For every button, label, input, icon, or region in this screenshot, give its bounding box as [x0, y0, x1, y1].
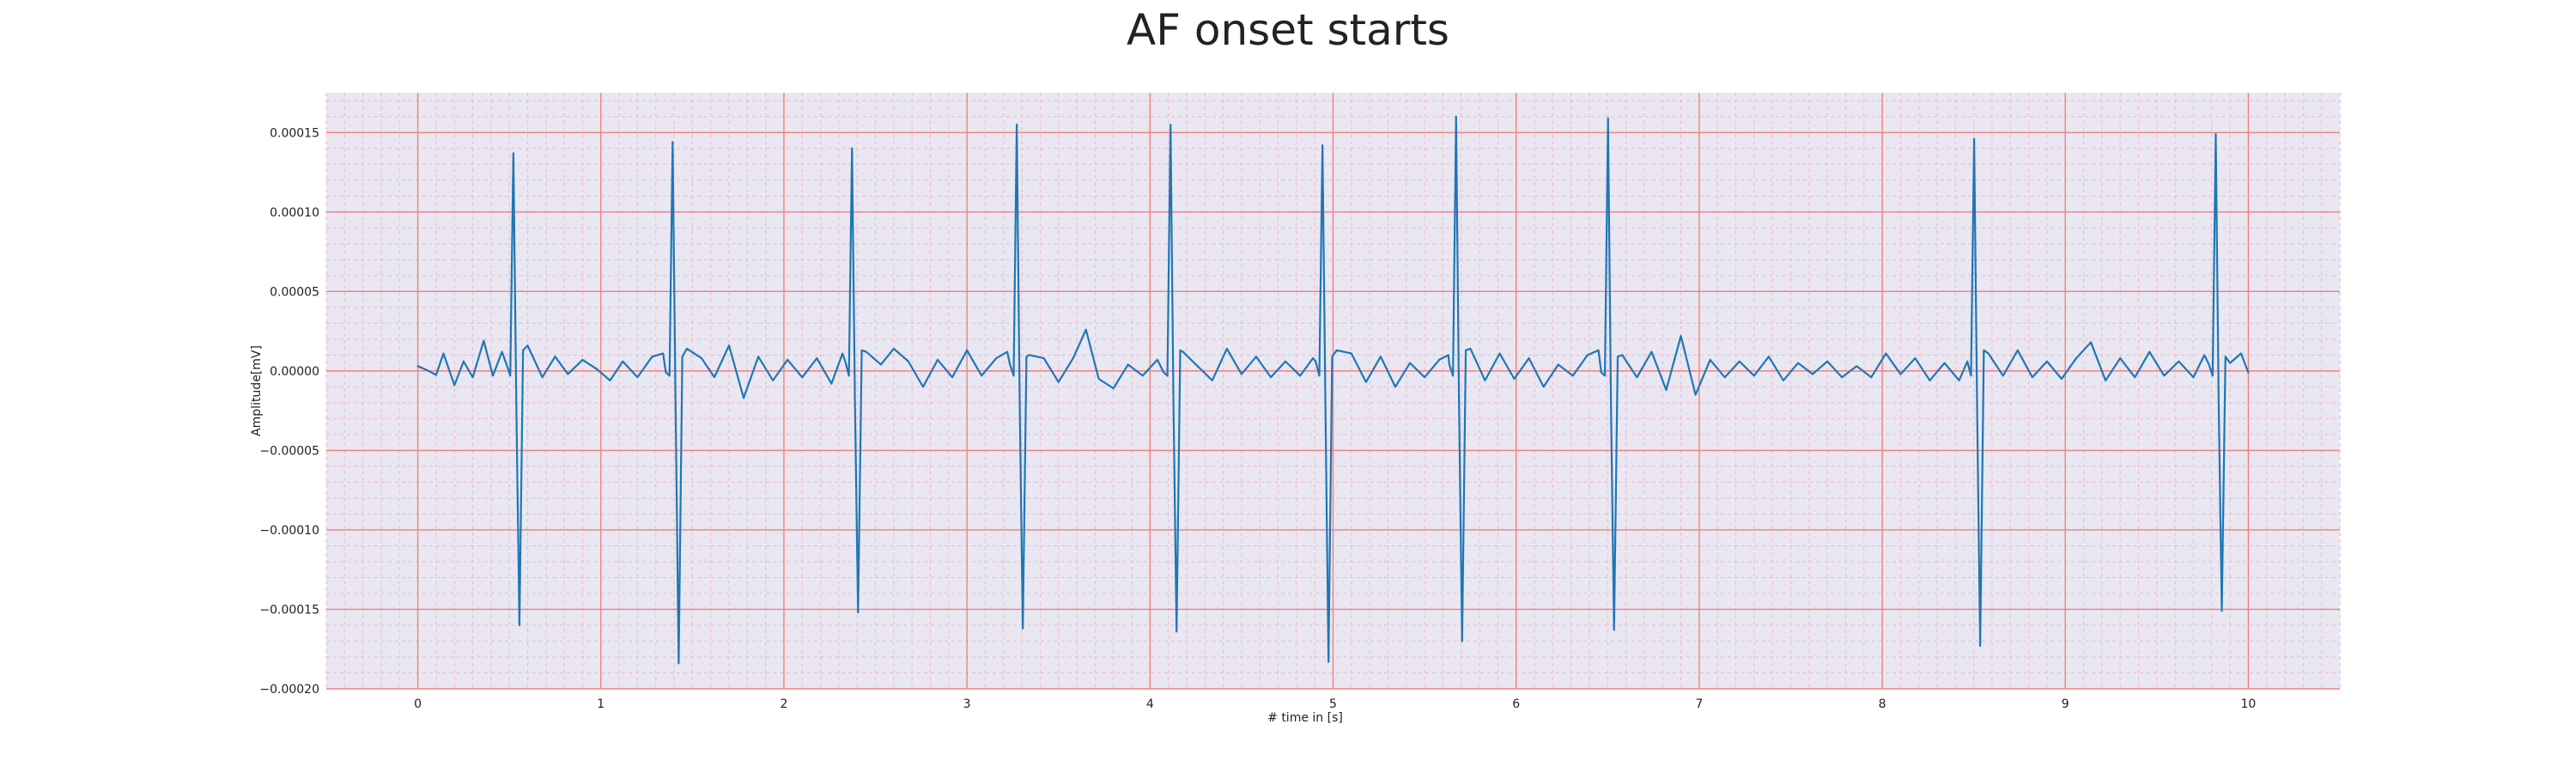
chart-title: AF onset starts	[1127, 5, 1449, 55]
x-tick-label: 6	[1512, 697, 1520, 711]
x-tick-label: 4	[1146, 697, 1154, 711]
x-tick-label: 5	[1329, 697, 1337, 711]
x-tick-label: 3	[963, 697, 971, 711]
x-axis-label: # time in [s]	[1267, 711, 1343, 725]
y-tick-label: −0.00010	[259, 524, 319, 538]
x-tick-label: 1	[597, 697, 605, 711]
y-tick-label: 0.00005	[270, 285, 319, 299]
y-tick-label: −0.00015	[259, 603, 319, 617]
x-tick-label: 10	[2240, 697, 2256, 711]
x-tick-label: 8	[1879, 697, 1886, 711]
y-tick-label: 0.00015	[270, 126, 319, 140]
y-tick-label: −0.00020	[259, 683, 319, 697]
y-tick-label: 0.00010	[270, 206, 319, 220]
series-line-0	[416, 115, 2250, 665]
x-tick-label: 2	[780, 697, 787, 711]
y-tick-label: −0.00005	[259, 444, 319, 458]
x-tick-label: 7	[1695, 697, 1703, 711]
y-axis-label: Amplitude[mV]	[250, 345, 264, 436]
x-tick-label: 9	[2062, 697, 2069, 711]
x-tick-label: 0	[414, 697, 422, 711]
y-tick-label: 0.00000	[270, 365, 319, 379]
